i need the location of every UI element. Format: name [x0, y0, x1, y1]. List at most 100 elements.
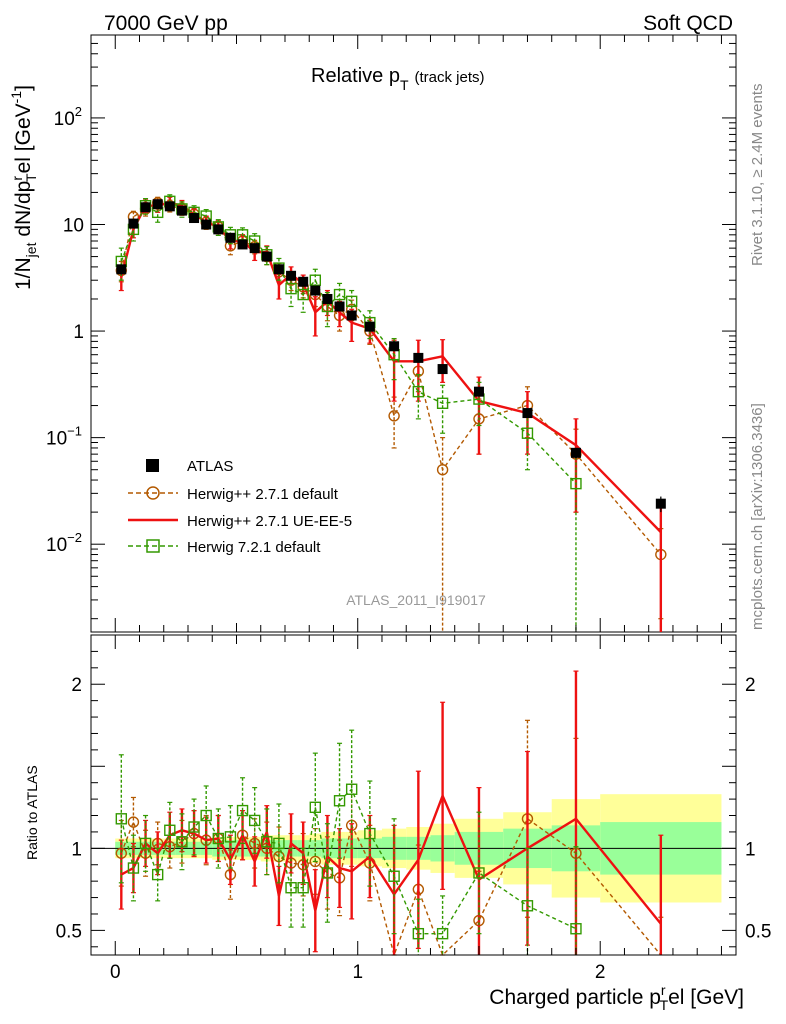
- main-point-h721: [297, 288, 309, 301]
- main-point-atlas: [413, 352, 424, 363]
- y-tick-label: 1: [73, 322, 84, 343]
- x-tick-label: 1: [352, 962, 363, 983]
- ratio-point-h271: [127, 816, 140, 828]
- ylabel-b-sub: T: [23, 173, 39, 182]
- main-point-atlas: [310, 285, 321, 296]
- header-left: 7000 GeV pp: [104, 12, 228, 35]
- xlabel-a-sub: T: [660, 997, 669, 1013]
- y-axis-label: 1/Njet dN/dprTel [GeV-1]: [8, 85, 39, 290]
- xlabel-b: el [GeV]: [668, 986, 744, 1009]
- main-point-atlas: [273, 264, 284, 275]
- ylabel-c: el [GeV: [12, 103, 35, 173]
- ratio-point-h721: [321, 867, 334, 879]
- ratio-point-h721: [309, 801, 321, 814]
- mcplots-credit: mcplots.cern.ch [arXiv:1306.3436]: [749, 403, 766, 630]
- ratio-series-layer: [115, 670, 664, 958]
- ratio-point-h721: [188, 821, 200, 833]
- main-point-atlas: [225, 232, 236, 243]
- y-tick-label: 10−2: [46, 530, 82, 556]
- main-point-atlas: [140, 202, 151, 213]
- ratio-line-h271: [120, 817, 662, 958]
- main-point-atlas: [176, 205, 187, 216]
- main-point-atlas: [152, 199, 163, 210]
- y-tick-label-exp: 2: [75, 104, 82, 119]
- y-tick-label: 10−1: [46, 424, 82, 450]
- ratio-point-h721: [127, 862, 140, 874]
- main-frame: [90, 34, 737, 633]
- legend-marker-h721: [146, 539, 160, 553]
- main-point-atlas: [213, 224, 224, 235]
- ylabel-a: 1/N: [12, 257, 35, 290]
- ratio-point-h721: [570, 923, 582, 935]
- main-point-atlas: [655, 498, 666, 509]
- legend-marker-h271: [146, 486, 160, 500]
- ratio-line-h721: [120, 788, 577, 935]
- ratio-point-h721: [212, 832, 225, 845]
- main-point-atlas: [298, 276, 309, 287]
- y-tick-label-base: 10: [46, 535, 67, 556]
- ratio-point-h721: [285, 882, 297, 894]
- main-point-atlas: [346, 310, 357, 321]
- main-point-h721: [521, 427, 534, 439]
- main-point-h271: [436, 464, 449, 476]
- main-point-atlas: [164, 201, 175, 212]
- ratio-uncertainty-band: [91, 794, 736, 903]
- ratio-point-h721: [224, 831, 237, 843]
- analysis-id: ATLAS_2011_I919017: [346, 592, 486, 608]
- ratio-point-h721: [176, 836, 188, 848]
- y-tick-label-base: 10: [46, 429, 67, 450]
- legend-label-h721: Herwig 7.2.1 default: [187, 539, 321, 556]
- ratio-point-h721: [248, 814, 261, 827]
- main-point-atlas: [201, 219, 212, 230]
- header-right: Soft QCD: [643, 12, 733, 35]
- ylabel-b: dN/dp: [12, 181, 35, 243]
- ratio-point-h721: [273, 837, 285, 850]
- ratio-point-h721: [139, 837, 152, 850]
- main-line-ueee5: [120, 201, 662, 533]
- ratio-point-h721: [412, 927, 425, 940]
- chart-title-suffix: (track jets): [415, 69, 485, 86]
- y-tick-label: 102: [54, 104, 82, 130]
- ratio-line-ueee5: [120, 792, 662, 925]
- main-point-atlas: [570, 447, 581, 458]
- x-tick-label: 2: [595, 962, 606, 983]
- y-tick-label-base: 10: [54, 109, 75, 130]
- main-point-atlas: [128, 218, 139, 229]
- ratio-point-h721: [236, 804, 249, 817]
- ratio-frame: [90, 634, 737, 956]
- rivet-version: Rivet 3.1.10, ≥ 2.4M events: [749, 84, 766, 267]
- y-tick-label-base: 10: [63, 215, 84, 236]
- ratio-tick-label-left: 2: [71, 675, 82, 696]
- ratio-point-h721: [388, 870, 400, 882]
- legend-marker-atlas: [146, 459, 159, 472]
- main-point-h721: [412, 385, 425, 398]
- legend-label-atlas: ATLAS: [187, 458, 233, 475]
- main-point-atlas: [389, 341, 400, 352]
- main-point-h721: [285, 282, 297, 295]
- ratio-point-h271: [309, 855, 321, 868]
- y-tick-label-base: 1: [73, 322, 84, 343]
- ratio-point-h721: [115, 813, 128, 825]
- legend: ATLAS Herwig++ 2.7.1 default Herwig++ 2.…: [128, 458, 352, 556]
- ratio-point-h721: [297, 882, 309, 894]
- ratio-tick-label-left: 0.5: [56, 921, 82, 942]
- ratio-tick-label-right: 0.5: [745, 921, 771, 942]
- ratio-point-h721: [151, 868, 164, 881]
- ratio-point-h721: [333, 795, 346, 807]
- main-point-atlas: [437, 364, 448, 375]
- main-point-atlas: [322, 293, 333, 304]
- ratio-tick-label-right: 1: [745, 839, 756, 860]
- main-point-h721: [570, 477, 582, 490]
- xlabel-a: Charged particle p: [489, 986, 661, 1009]
- x-axis-label: Charged particle pr Tel [GeV]: [489, 982, 744, 1013]
- legend-label-h271: Herwig++ 2.7.1 default: [187, 486, 339, 503]
- chart-title-sub: T: [400, 77, 409, 93]
- ratio-point-h721: [345, 783, 358, 795]
- main-point-atlas: [286, 270, 297, 281]
- ratio-point-h721: [521, 900, 534, 912]
- main-point-atlas: [522, 408, 533, 419]
- main-point-atlas: [334, 301, 345, 312]
- main-point-h271: [388, 410, 400, 422]
